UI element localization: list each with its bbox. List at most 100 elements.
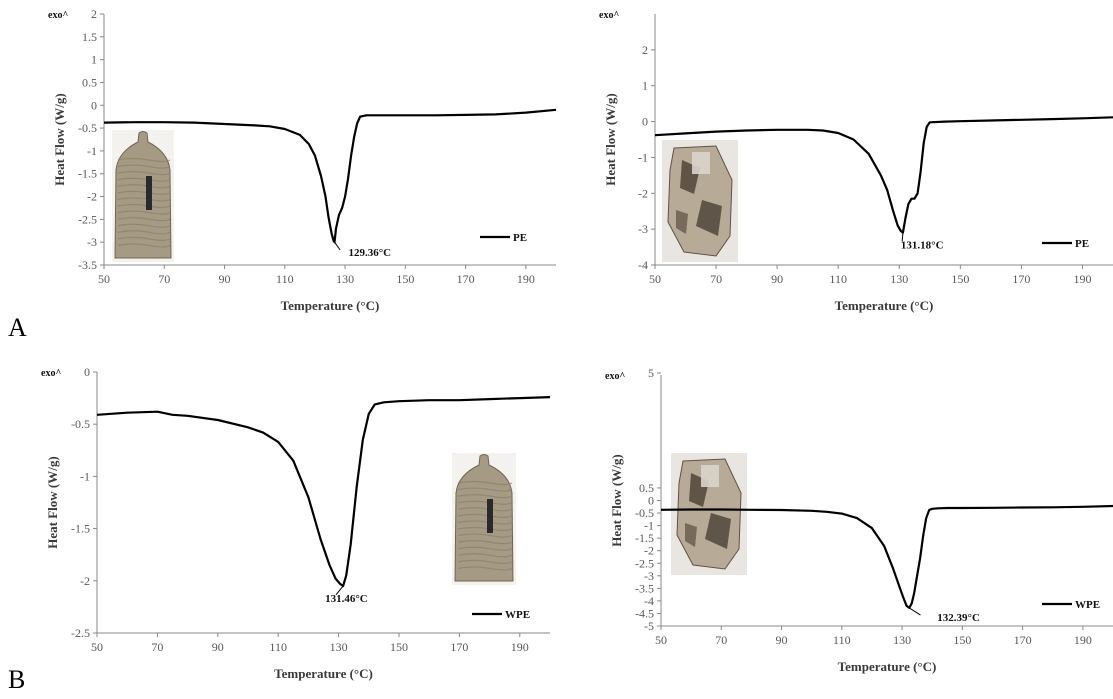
x-tick-label: 170 [457,272,475,286]
y-tick-label: -2 [644,544,654,558]
texture-line [457,487,513,492]
sample-photo [662,140,738,262]
x-tick-label: 130 [890,272,908,286]
texture-line [457,480,513,486]
dsc-chart-pe-top-left: -3.5 -3 -2.5 -2 -1.5 -1 -0.5 0 0.5 1 1.5 2 50 70 90 110… [48,7,556,313]
y-tick-label: 1.5 [82,30,97,44]
y-tick-label: -1.5 [78,167,97,181]
y-tick-label: 1 [91,53,97,67]
char-spot [696,200,722,236]
texture-line [117,230,171,235]
x-tick-label: 110 [276,272,294,286]
y-tick-label: 0.5 [639,481,654,495]
x-tick-label: 130 [893,633,911,647]
x-tick-label: 170 [450,640,468,654]
series-line-pe [654,116,1113,234]
dsc-chart-wpe-bottom-right: -5-4.5-4-3.5-3-2.5-2-1.5-1-0.500.5 5 50 70 9… [605,366,1113,674]
exo-label: exo^ [605,371,625,382]
peak-leader-line [335,585,344,596]
y-tick-label: 1 [642,79,648,93]
y-tick-label: 2 [642,43,648,57]
peak-leader-line [909,607,921,616]
y-tick-label: -3.5 [635,581,654,595]
y-axis-title: Heat Flow (W/g) [603,93,618,185]
y-tick-label: 2 [91,7,97,21]
series-line-wpe [660,504,1113,609]
x-tick-label: 150 [951,272,969,286]
y-tick-label: 0 [91,98,97,112]
y-tick-label: -1 [644,519,654,533]
peak-leader-line [334,241,341,251]
texture-line [457,559,513,564]
x-tick-label: 150 [390,640,408,654]
y-tick-label: -0.5 [635,506,654,520]
char-spot [705,513,731,549]
x-tick-label: 70 [710,272,722,286]
exo-label: exo^ [599,10,619,21]
y-tick-label: -3 [644,569,654,583]
slit-mark [146,176,152,210]
texture-line [117,171,171,176]
y-tick-label: -2 [87,190,97,204]
x-tick-label: 90 [219,272,231,286]
y-tick-label: -2 [80,574,90,588]
y-tick-label: -3 [87,235,97,249]
peak-temperature-label: 131.18°C [901,240,944,252]
x-tick-label: 190 [1074,633,1092,647]
peak-temperature-label: 131.46°C [325,593,368,605]
texture-line [117,164,171,169]
texture-line [117,243,171,248]
y-axis-title: Heat Flow (W/g) [52,93,67,185]
x-tick-label: 110 [833,633,851,647]
peak-temperature-label: 132.39°C [937,612,980,624]
y-tick-label: -2 [638,186,648,200]
x-tick-label: 190 [517,272,535,286]
y-tick-label: -1 [80,469,90,483]
y-tick-label: -4.5 [635,606,654,620]
slit-mark [487,499,493,533]
y-tick-label: -5 [644,619,654,633]
y-tick-label: -1.5 [71,522,90,536]
x-tick-label: 150 [953,633,971,647]
x-tick-label: 190 [1073,272,1091,286]
y-axis-title: Heat Flow (W/g) [45,456,60,548]
texture-line [117,217,171,222]
y-tick-label: 0 [84,365,90,379]
y-tick-label: 0.5 [82,75,97,89]
char-spot [685,523,697,547]
x-tick-label: 50 [655,633,667,647]
fragment-highlight [692,152,710,174]
x-tick-label: 110 [269,640,287,654]
exo-label: exo^ [48,10,68,21]
y-tick-label: -4 [638,258,648,272]
series-line-pe [103,108,556,244]
texture-line [457,546,513,551]
texture-line [457,540,513,545]
legend-label: PE [513,232,527,244]
x-tick-label: 190 [511,640,529,654]
y-tick-label: 5 [648,366,654,380]
x-tick-label: 130 [330,640,348,654]
y-tick-label: -2.5 [635,556,654,570]
texture-line [457,494,513,499]
x-tick-label: 50 [91,640,103,654]
dsc-chart-pe-top-right: -4 -3 -2 -1 0 1 2 50 70 90 110 130 150 170 190 Temperat… [599,10,1113,313]
x-axis-title: Temperature (°C) [274,666,373,681]
x-tick-label: 110 [829,272,847,286]
texture-line [117,157,171,163]
sample-photo [671,453,747,575]
panel-label-b: B [8,665,26,694]
x-tick-label: 170 [1012,272,1030,286]
legend-label: WPE [1075,599,1100,611]
x-tick-label: 90 [771,272,783,286]
series-line-wpe [96,396,551,588]
peak-temperature-label: 129.36°C [349,247,392,259]
y-tick-label: -3 [638,222,648,236]
y-tick-label: 0 [648,494,654,508]
char-spot [676,210,688,234]
dsc-chart-wpe-bottom-left: -2.5 -2 -1.5 -1 -0.5 0 50 70 90 110 130 150 170 190 Te… [41,365,551,681]
y-tick-label: -2.5 [78,212,97,226]
x-tick-label: 90 [212,640,224,654]
texture-line [457,566,513,571]
